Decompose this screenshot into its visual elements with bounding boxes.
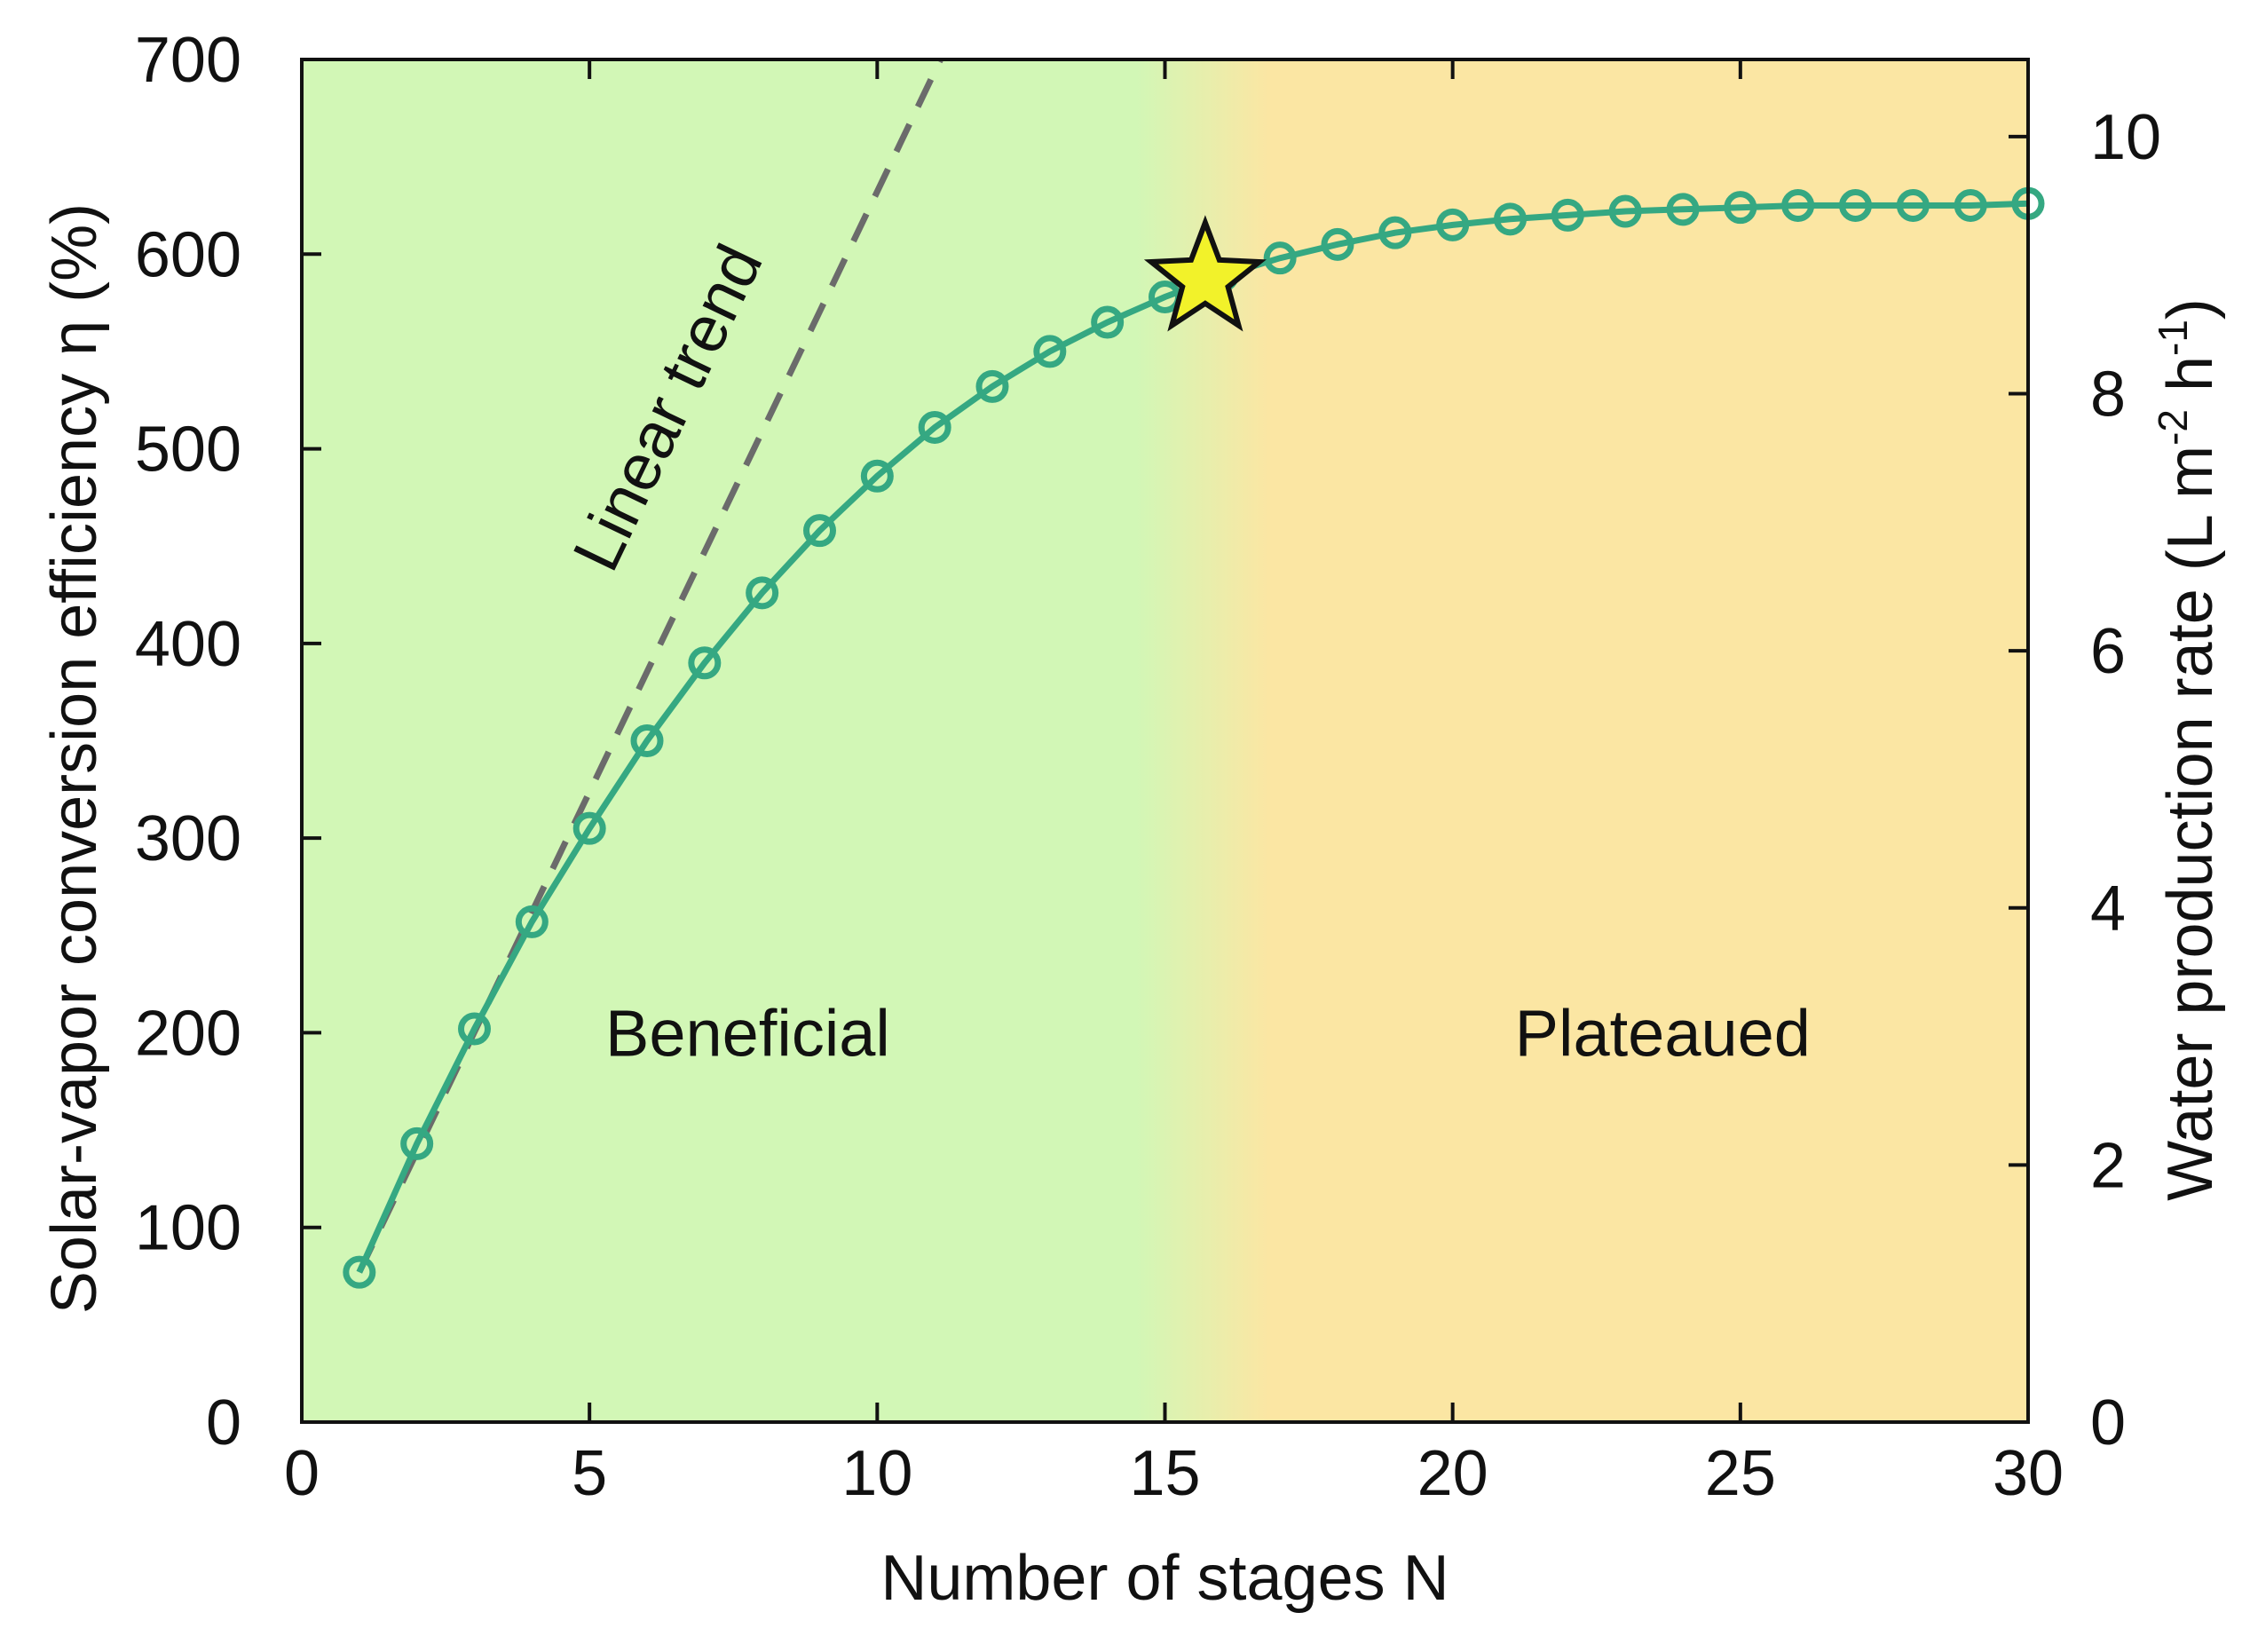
data-point xyxy=(688,646,722,680)
plot-frame xyxy=(300,58,2030,1424)
x-tick-label: 10 xyxy=(841,1438,912,1509)
y2-axis-title-base: Water production rate (L m xyxy=(2155,446,2226,1201)
data-point xyxy=(746,576,779,610)
data-point xyxy=(1551,198,1584,232)
y2-axis-title-sup1: -2 xyxy=(2150,409,2196,446)
data-point xyxy=(458,1012,491,1046)
y-tick-label: 400 xyxy=(135,609,241,680)
x-axis-title: Number of stages N xyxy=(880,1543,1449,1614)
y-tick-label: 100 xyxy=(135,1193,241,1264)
region-label-plateaued: Plateaued xyxy=(1515,996,1811,1070)
data-point xyxy=(1494,202,1527,236)
data-point xyxy=(1839,188,1872,222)
data-point xyxy=(1608,194,1642,228)
data-point xyxy=(1724,191,1757,225)
y2-tick-label: 8 xyxy=(2090,360,2126,431)
y-tick-labels: 0 100 200 300 400 500 600 700 xyxy=(135,25,241,1458)
optimum-star-marker xyxy=(1143,215,1267,332)
data-point xyxy=(400,1126,434,1160)
data-point xyxy=(1263,241,1297,275)
x-tick-labels: 0 5 10 15 20 25 30 xyxy=(284,1438,2064,1509)
data-point xyxy=(1896,188,1930,222)
data-point xyxy=(1378,216,1412,249)
y-axis-title: Solar-vapor conversion efficiency η (%) xyxy=(39,203,110,1314)
y-tick-label: 0 xyxy=(206,1387,241,1458)
y2-tick-label: 0 xyxy=(2090,1387,2126,1458)
y2-tick-label: 6 xyxy=(2090,616,2126,687)
y2-tick-label: 4 xyxy=(2090,873,2126,945)
data-point xyxy=(1321,227,1354,261)
x-tick-label: 30 xyxy=(1993,1438,2064,1509)
data-point xyxy=(1033,335,1067,368)
data-point xyxy=(975,369,1009,403)
data-point xyxy=(1666,193,1700,226)
y2-axis-title-end: ) xyxy=(2155,298,2226,320)
y-tick-label: 300 xyxy=(135,803,241,874)
x-tick-label: 0 xyxy=(284,1438,320,1509)
x-tick-label: 20 xyxy=(1417,1438,1488,1509)
y2-tick-label: 10 xyxy=(2090,102,2161,173)
y2-axis-title: Water production rate (L m-2 h-1) xyxy=(2150,298,2226,1201)
optimum-star-layer xyxy=(1143,215,1267,332)
y2-tick-labels: 0 2 4 6 8 10 xyxy=(2090,102,2161,1458)
data-point xyxy=(918,410,951,444)
data-point xyxy=(630,724,664,757)
y-tick-label: 700 xyxy=(135,25,241,96)
x-tick-label: 25 xyxy=(1705,1438,1776,1509)
data-point xyxy=(1954,188,1987,222)
data-point xyxy=(1781,188,1815,222)
data-point xyxy=(1091,305,1125,339)
region-label-beneficial: Beneficial xyxy=(605,996,890,1070)
y-tick-label: 600 xyxy=(135,219,241,290)
y-tick-label: 500 xyxy=(135,415,241,486)
x-tick-label: 15 xyxy=(1129,1438,1200,1509)
y2-axis-title-sup2: -1 xyxy=(2150,320,2196,356)
y2-tick-label: 2 xyxy=(2090,1130,2126,1201)
data-point xyxy=(803,514,836,548)
data-point xyxy=(572,811,606,845)
y-tick-label: 200 xyxy=(135,998,241,1069)
data-point xyxy=(343,1255,376,1289)
y2-axis-title-mid: h xyxy=(2155,356,2226,409)
x-tick-label: 5 xyxy=(572,1438,607,1509)
data-point xyxy=(515,905,549,938)
data-point xyxy=(860,459,894,493)
data-point xyxy=(1436,208,1470,241)
